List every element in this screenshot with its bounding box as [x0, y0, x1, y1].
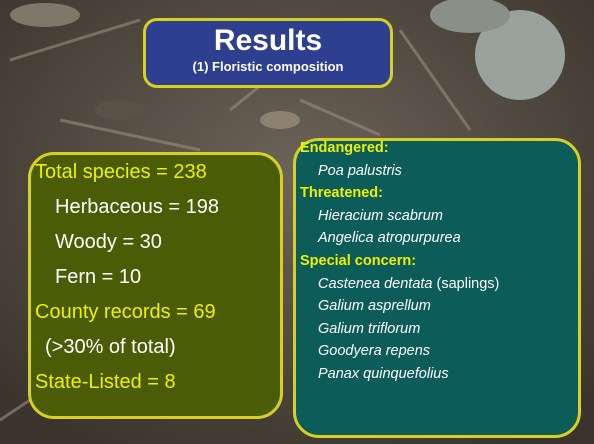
summary-item: (>30% of total) [45, 336, 176, 358]
species-name: Goodyera repens [318, 343, 431, 360]
species-name: Castenea dentata [318, 275, 433, 292]
species-line: Goodyera repens [318, 343, 430, 359]
summary-box: Total species = 238 Herbaceous = 198 Woody… [28, 152, 283, 419]
species-line: Hieracium scabrum [318, 208, 443, 224]
section-heading: Special concern: [300, 253, 417, 269]
section-heading: Threatened: [300, 185, 383, 202]
species-line: Galium triflorum [318, 321, 420, 337]
species-line: Galium asprellum [318, 298, 431, 314]
species-name: Hieracium scabrum [318, 207, 443, 224]
species-name: Galium triflorum [318, 320, 421, 337]
species-line: Angelica atropurpurea [318, 230, 461, 246]
summary-item: Herbaceous = 198 [55, 196, 220, 218]
species-name: Poa palustris [318, 162, 402, 179]
title: Results [213, 24, 323, 57]
summary-heading: County records = 69 [35, 301, 216, 323]
title-box: Results (1) Floristic composition [143, 18, 393, 88]
summary-heading: Total species = 238 [35, 161, 207, 183]
summary-item: Fern = 10 [55, 266, 142, 288]
summary-heading: State-Listed = 8 [35, 371, 176, 393]
species-line: Castenea dentata (saplings) [318, 276, 499, 292]
species-name: Panax quinquefolius [318, 366, 449, 382]
species-line: Panax quinquefolius [318, 366, 449, 382]
species-name: Angelica atropurpurea [318, 230, 461, 247]
species-line: Poa palustris [318, 163, 402, 179]
species-name: Galium asprellum [318, 298, 431, 315]
species-note: (saplings) [436, 275, 500, 292]
section-heading: Endangered: [300, 140, 389, 156]
summary-item: Woody = 30 [55, 231, 162, 253]
subtitle: (1) Floristic composition [192, 59, 344, 74]
listed-species-box: Endangered: Poa palustris Threatened: Hiera… [293, 138, 581, 438]
